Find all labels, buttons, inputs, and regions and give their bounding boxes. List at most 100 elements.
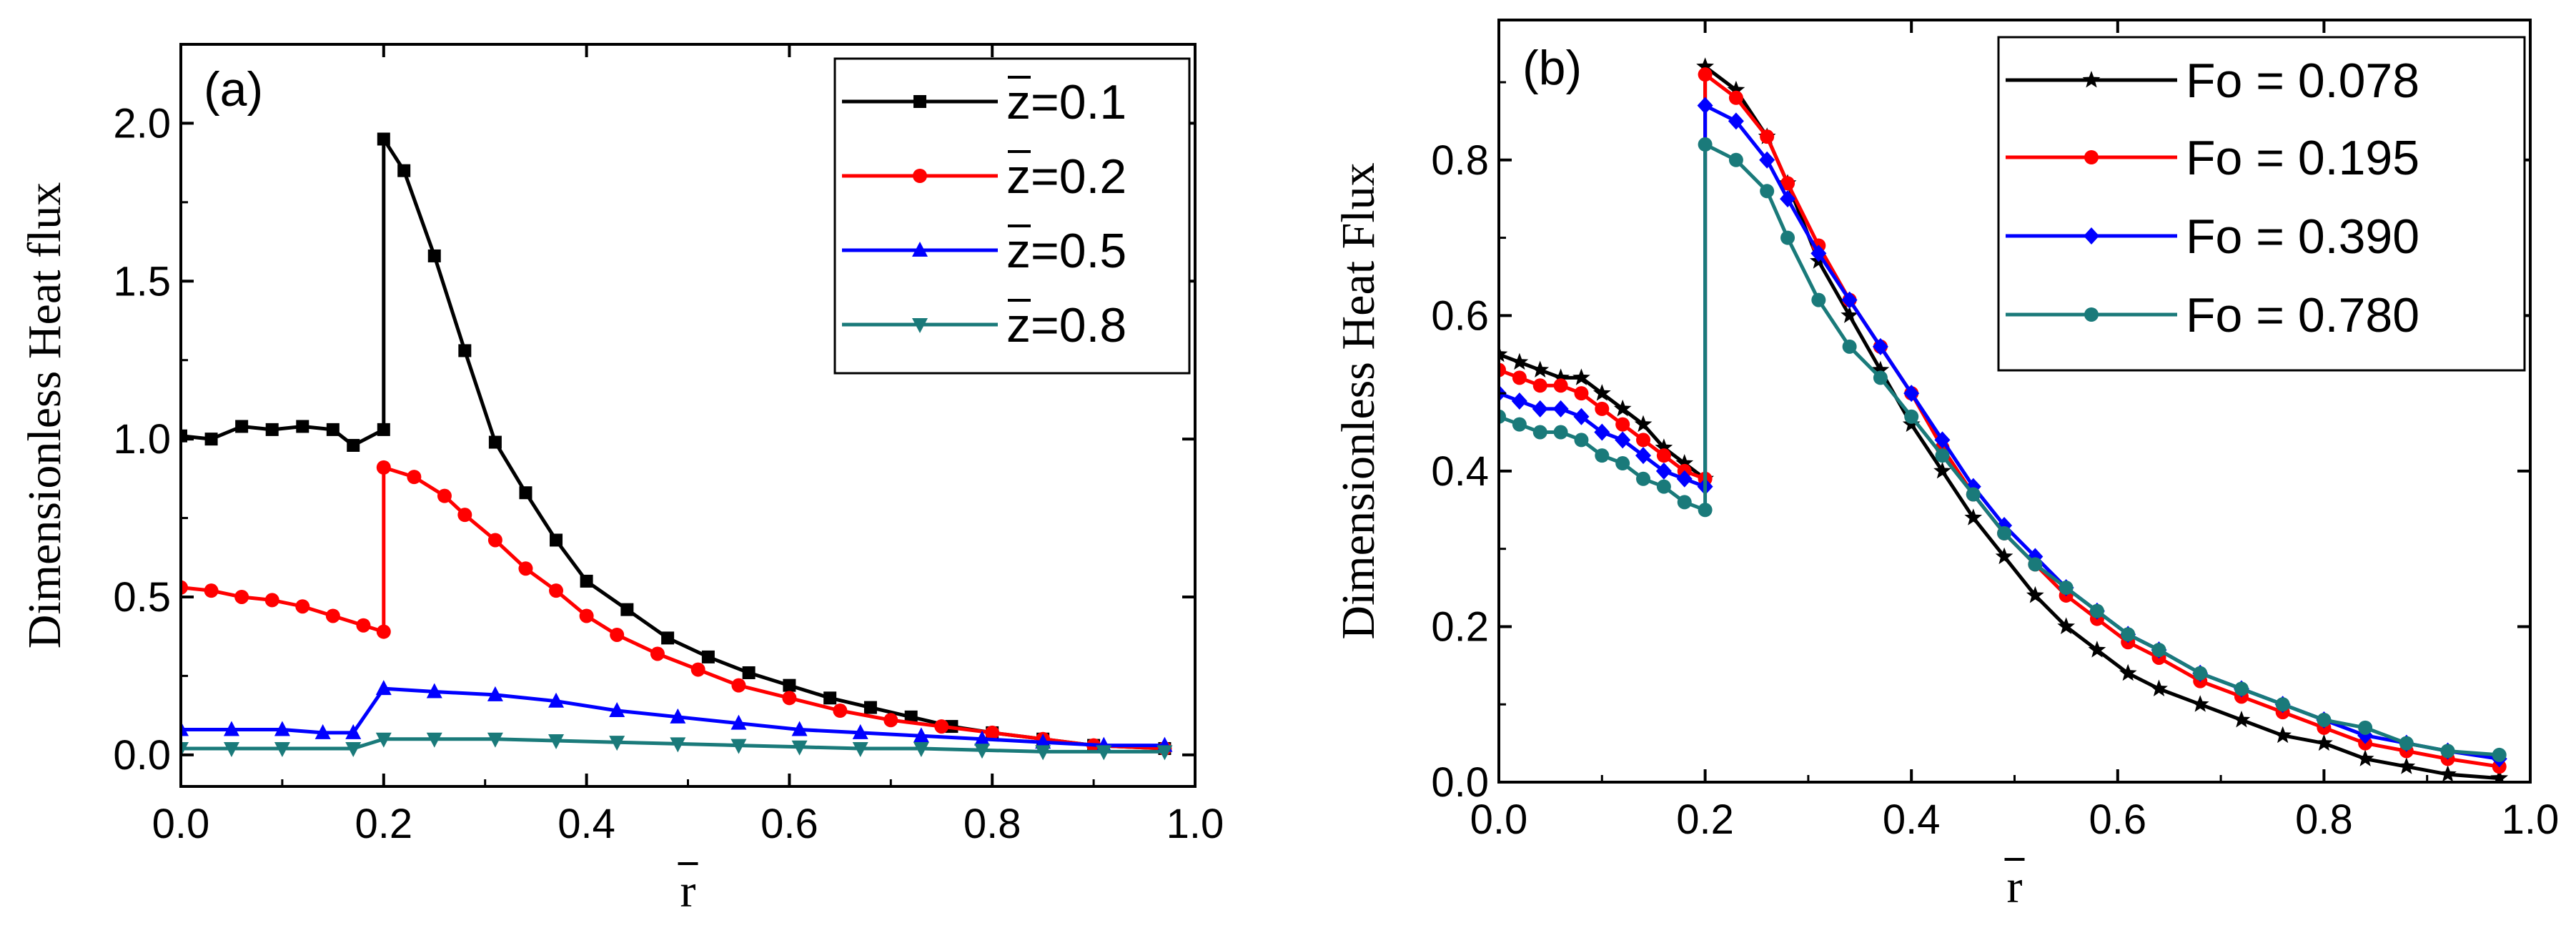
data-point-1-24 — [985, 725, 1000, 740]
data-point-1-18 — [690, 662, 705, 677]
data-point-1-7 — [1636, 433, 1651, 448]
data-point-3-9 — [1677, 495, 1692, 510]
data-point-2-9 — [1676, 470, 1693, 488]
data-point-3-10 — [730, 739, 747, 754]
data-point-1-12 — [1728, 90, 1743, 105]
data-point-2-11 — [730, 714, 747, 730]
data-point-1-19 — [731, 678, 746, 693]
series-line-1 — [181, 465, 1165, 751]
data-point-2-16 — [1035, 734, 1051, 749]
data-point-3-32 — [2399, 736, 2414, 751]
data-point-3-7 — [1636, 471, 1651, 486]
legend-marker-2 — [2084, 227, 2099, 245]
data-point-0-32 — [2397, 757, 2416, 774]
data-point-1-14 — [1780, 176, 1795, 191]
data-point-0-1 — [204, 433, 218, 446]
data-point-1-4 — [295, 599, 310, 614]
data-point-3-15 — [1035, 745, 1051, 761]
x-axis-label: r — [2007, 861, 2023, 913]
data-point-0-2 — [1531, 360, 1550, 377]
data-point-0-20 — [1964, 508, 1983, 525]
data-point-3-24 — [2089, 603, 2104, 618]
data-point-2-7 — [487, 686, 503, 701]
data-point-2-7 — [1635, 447, 1652, 465]
data-point-0-11 — [1696, 57, 1714, 74]
data-point-0-1 — [1510, 352, 1529, 370]
data-point-0-11 — [458, 344, 472, 357]
data-point-0-20 — [783, 678, 796, 692]
data-point-3-26 — [2151, 643, 2166, 658]
data-point-0-12 — [1727, 80, 1745, 98]
data-point-0-24 — [2088, 641, 2106, 658]
data-point-2-14 — [1780, 190, 1796, 208]
data-point-1-9 — [407, 470, 422, 485]
data-point-1-0 — [181, 580, 188, 595]
data-point-3-0 — [1499, 409, 1506, 424]
data-point-3-5 — [1595, 448, 1610, 463]
data-point-0-14 — [550, 533, 563, 547]
x-tick-label-1: 0.2 — [1676, 796, 1734, 843]
y-tick-label-4: 0.8 — [1431, 137, 1489, 184]
data-point-0-6 — [1613, 399, 1632, 417]
data-point-2-15 — [1810, 245, 1827, 262]
legend-marker-3 — [2084, 307, 2099, 322]
data-point-3-18 — [1904, 409, 1919, 424]
data-point-3-15 — [1811, 292, 1826, 307]
x-tick-label-2: 0.4 — [1883, 796, 1941, 843]
data-point-0-15 — [580, 574, 593, 588]
legend-label-1: Fo = 0.195 — [2186, 131, 2419, 185]
data-point-1-10 — [437, 488, 452, 503]
data-point-2-2 — [274, 721, 290, 736]
x-tick-label-1: 0.2 — [355, 801, 412, 847]
data-point-1-13 — [518, 561, 533, 576]
legend-label-0: Fo = 0.078 — [2186, 54, 2419, 108]
legend-marker-2 — [912, 242, 928, 257]
data-point-0-2 — [235, 420, 249, 433]
data-point-0-5 — [1592, 384, 1611, 401]
data-point-0-0 — [181, 429, 187, 443]
data-point-0-19 — [1933, 461, 1951, 479]
data-point-1-11 — [457, 508, 472, 523]
data-point-3-17 — [1156, 745, 1173, 761]
data-point-3-2 — [1532, 425, 1547, 440]
x-tick-label-0: 0.0 — [1470, 796, 1528, 843]
data-point-1-2 — [234, 589, 249, 604]
data-point-2-4 — [345, 724, 362, 739]
legend: Fo = 0.078 Fo = 0.195 Fo = 0.390 Fo = 0.780 — [1997, 36, 2526, 372]
series-0 — [1499, 57, 2509, 782]
data-point-2-5 — [1594, 423, 1610, 441]
data-point-3-14 — [974, 744, 991, 759]
data-point-3-13 — [1760, 184, 1775, 199]
data-point-3-16 — [1096, 745, 1112, 761]
data-point-2-1 — [1511, 393, 1527, 410]
legend-marker-1 — [2084, 150, 2099, 164]
data-point-1-17 — [650, 646, 665, 661]
data-point-1-0 — [1499, 362, 1506, 377]
data-point-2-4 — [1573, 408, 1590, 425]
data-point-2-3 — [1552, 400, 1569, 418]
legend-marker-0 — [913, 95, 926, 108]
data-point-2-9 — [609, 701, 625, 717]
data-point-2-17 — [1872, 337, 1888, 355]
data-point-0-26 — [2150, 679, 2168, 696]
data-point-3-27 — [2193, 666, 2208, 681]
chart-1: 0.0 0.2 0.4 0.6 0.8 1.0 0.0 0.2 0.4 0.6 0.8 r Dimens… — [1332, 19, 2559, 913]
data-point-2-6 — [426, 683, 442, 698]
data-point-2-1 — [223, 721, 239, 736]
data-point-1-21 — [833, 703, 848, 718]
data-point-0-8 — [377, 132, 390, 146]
data-point-3-13 — [913, 741, 929, 757]
legend-label-value-1: =0.2 — [1031, 149, 1126, 204]
data-point-0-3 — [1552, 368, 1570, 385]
legend-label-value-0: =0.1 — [1031, 75, 1126, 129]
data-point-0-6 — [347, 438, 360, 452]
data-point-0-22 — [863, 701, 877, 714]
data-point-0-33 — [2439, 765, 2457, 782]
series-1 — [181, 460, 1172, 756]
data-point-1-1 — [1512, 370, 1527, 385]
data-point-1-6 — [356, 618, 371, 633]
data-point-1-7 — [376, 624, 391, 639]
legend-label-2: z=0.5 — [1006, 224, 1126, 278]
data-point-3-30 — [2317, 712, 2332, 727]
data-point-0-18 — [701, 650, 715, 663]
